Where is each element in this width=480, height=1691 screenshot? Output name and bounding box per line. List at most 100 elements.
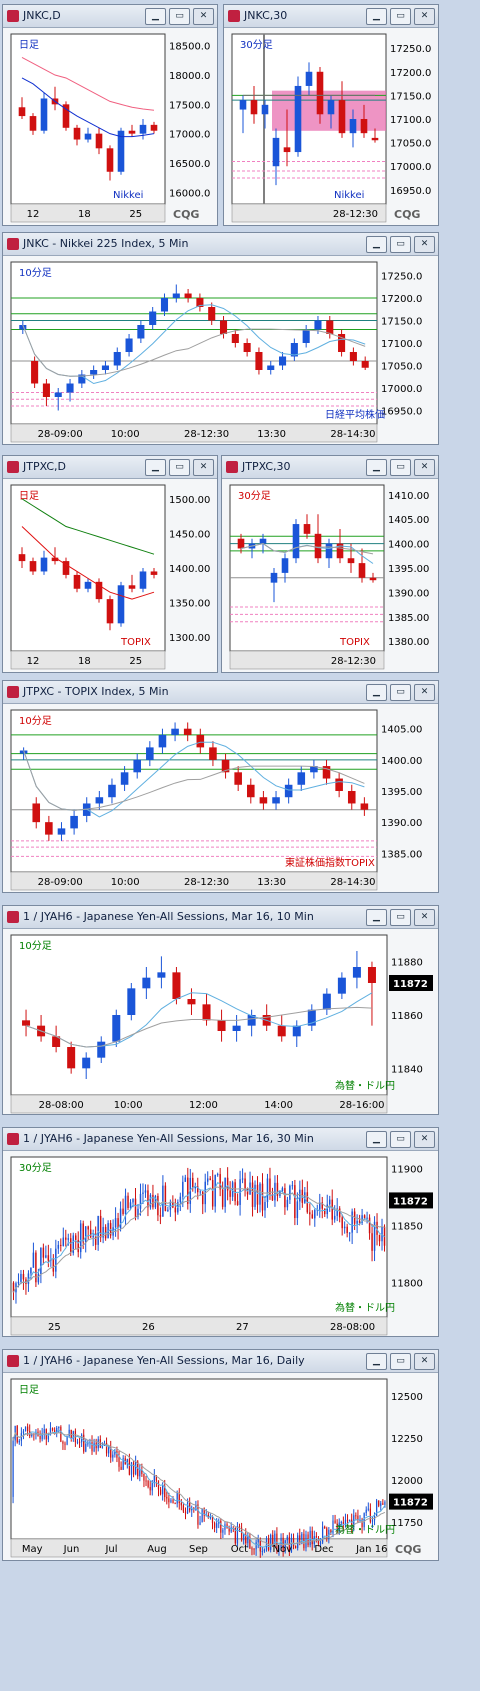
- close-button[interactable]: ✕: [193, 8, 214, 25]
- candle-body: [141, 1469, 143, 1475]
- close-button[interactable]: ✕: [414, 684, 435, 701]
- minimize-button[interactable]: ▁: [145, 8, 166, 25]
- maximize-button[interactable]: ▭: [390, 1353, 411, 1370]
- candle-body: [45, 1255, 47, 1258]
- title-bar[interactable]: 1 / JYAH6 - Japanese Yen-All Sessions, M…: [3, 1350, 438, 1373]
- candle-body: [62, 104, 70, 128]
- candle-body: [309, 1530, 311, 1545]
- candle-body: [327, 100, 335, 115]
- minimize-button[interactable]: ▁: [366, 236, 387, 253]
- candle-body: [249, 1537, 251, 1549]
- chart-window-jyah6-30[interactable]: 1 / JYAH6 - Japanese Yen-All Sessions, M…: [2, 1127, 439, 1337]
- title-bar[interactable]: 1 / JYAH6 - Japanese Yen-All Sessions, M…: [3, 906, 438, 929]
- chart-window-jtpxc-d[interactable]: JTPXC,D ▁ ▭ ✕ 1500.00 1450.00 1400.00 1350.00…: [2, 455, 218, 673]
- chart-window-jnkc-5[interactable]: JNKC - Nikkei 225 Index, 5 Min ▁ ▭ ✕ 17250…: [2, 232, 439, 445]
- close-button[interactable]: ✕: [414, 236, 435, 253]
- minimize-button[interactable]: ▁: [366, 1353, 387, 1370]
- candle-body: [367, 1508, 369, 1510]
- candle-body: [378, 1234, 381, 1242]
- candle-body: [216, 1523, 218, 1528]
- title-bar[interactable]: JTPXC,D ▁ ▭ ✕: [3, 456, 217, 479]
- candle-body: [240, 1527, 243, 1541]
- minimize-button[interactable]: ▁: [366, 684, 387, 701]
- candle-body: [201, 1191, 204, 1205]
- candle-body: [29, 561, 37, 572]
- x-axis-strip: [10, 423, 378, 443]
- candle-body: [122, 1458, 124, 1470]
- close-button[interactable]: ✕: [414, 459, 435, 476]
- maximize-button[interactable]: ▭: [390, 1131, 411, 1148]
- candle-body: [157, 1195, 159, 1216]
- minimize-button[interactable]: ▁: [366, 8, 387, 25]
- moving-average-line: [22, 324, 366, 377]
- candle-body: [95, 133, 103, 149]
- y-tick-label: 11860: [391, 1011, 423, 1022]
- window-icon: [7, 911, 19, 923]
- candle-body: [224, 1524, 226, 1530]
- candle-body: [105, 1442, 108, 1454]
- x-tick-label: 25: [129, 209, 142, 220]
- moving-average-line: [21, 526, 155, 600]
- timeframe-label: 10分足: [19, 715, 52, 727]
- candle-body: [117, 1218, 119, 1229]
- candle-body: [202, 1004, 211, 1021]
- candle-body: [291, 1185, 294, 1187]
- candle-body: [290, 343, 298, 357]
- maximize-button[interactable]: ▭: [390, 236, 411, 253]
- candle-body: [42, 1247, 45, 1258]
- candle-body: [106, 148, 114, 172]
- window-title: 1 / JYAH6 - Japanese Yen-All Sessions, M…: [23, 910, 314, 923]
- maximize-button[interactable]: ▭: [390, 909, 411, 926]
- chart-window-jyah6-10[interactable]: 1 / JYAH6 - Japanese Yen-All Sessions, M…: [2, 905, 439, 1115]
- candle-body: [224, 1177, 226, 1207]
- chart-window-jnkc-d[interactable]: JNKC,D ▁ ▭ ✕ 18500.0 18000.0 17500.0 17000.0 1…: [2, 4, 218, 226]
- candle-body: [270, 572, 278, 583]
- candle-body: [149, 1194, 152, 1208]
- title-bar[interactable]: 1 / JYAH6 - Japanese Yen-All Sessions, M…: [3, 1128, 438, 1151]
- chart-window-jtpxc-30[interactable]: JTPXC,30 ▁ ▭ ✕ 1410.00 1405.00 1400.00 1395.0…: [221, 455, 439, 673]
- candle-body: [307, 1009, 316, 1026]
- close-button[interactable]: ✕: [414, 1131, 435, 1148]
- candle-body: [316, 71, 324, 115]
- plot-area: [10, 934, 388, 1096]
- minimize-button[interactable]: ▁: [366, 459, 387, 476]
- title-bar[interactable]: JTPXC,30 ▁ ▭ ✕: [222, 456, 438, 479]
- chart-window-jtpxc-5[interactable]: JTPXC - TOPIX Index, 5 Min ▁ ▭ ✕ 1405.00 14…: [2, 680, 439, 893]
- candle-body: [19, 750, 28, 754]
- close-button[interactable]: ✕: [414, 8, 435, 25]
- maximize-button[interactable]: ▭: [169, 8, 190, 25]
- minimize-button[interactable]: ▁: [366, 909, 387, 926]
- close-button[interactable]: ✕: [414, 1353, 435, 1370]
- candle-body: [126, 1459, 128, 1465]
- timeframe-label: 日足: [19, 39, 39, 51]
- minimize-button[interactable]: ▁: [145, 459, 166, 476]
- candle-body: [30, 1267, 32, 1274]
- candle-body: [297, 1535, 299, 1548]
- x-tick-label: 18: [78, 209, 91, 220]
- y-tick-label: 1395.00: [381, 787, 422, 798]
- maximize-button[interactable]: ▭: [390, 684, 411, 701]
- candle-body: [184, 293, 192, 298]
- maximize-button[interactable]: ▭: [390, 8, 411, 25]
- chart-window-jyah6-d[interactable]: 1 / JYAH6 - Japanese Yen-All Sessions, M…: [2, 1349, 439, 1561]
- maximize-button[interactable]: ▭: [169, 459, 190, 476]
- x-tick-label: 13:30: [257, 429, 286, 440]
- close-button[interactable]: ✕: [414, 909, 435, 926]
- title-bar[interactable]: JTPXC - TOPIX Index, 5 Min ▁ ▭ ✕: [3, 681, 438, 704]
- minimize-button[interactable]: ▁: [366, 1131, 387, 1148]
- title-bar[interactable]: JNKC,D ▁ ▭ ✕: [3, 5, 217, 28]
- y-tick-label: 16950.0: [390, 186, 431, 197]
- y-tick-label: 1500.00: [169, 495, 210, 506]
- title-bar[interactable]: JNKC - Nikkei 225 Index, 5 Min ▁ ▭ ✕: [3, 233, 438, 256]
- chart-window-jnkc-30[interactable]: JNKC,30 ▁ ▭ ✕ 17250.0 17200.0 17150.0 17100.0…: [223, 4, 439, 226]
- candle-body: [70, 1429, 72, 1438]
- close-button[interactable]: ✕: [193, 459, 214, 476]
- candle-body: [20, 1273, 22, 1282]
- candle-body: [74, 1235, 77, 1240]
- candle-body: [211, 1180, 214, 1207]
- candle-body: [230, 1527, 232, 1532]
- maximize-button[interactable]: ▭: [390, 459, 411, 476]
- index-label: 為替・ドル円: [335, 1301, 395, 1314]
- title-bar[interactable]: JNKC,30 ▁ ▭ ✕: [224, 5, 438, 28]
